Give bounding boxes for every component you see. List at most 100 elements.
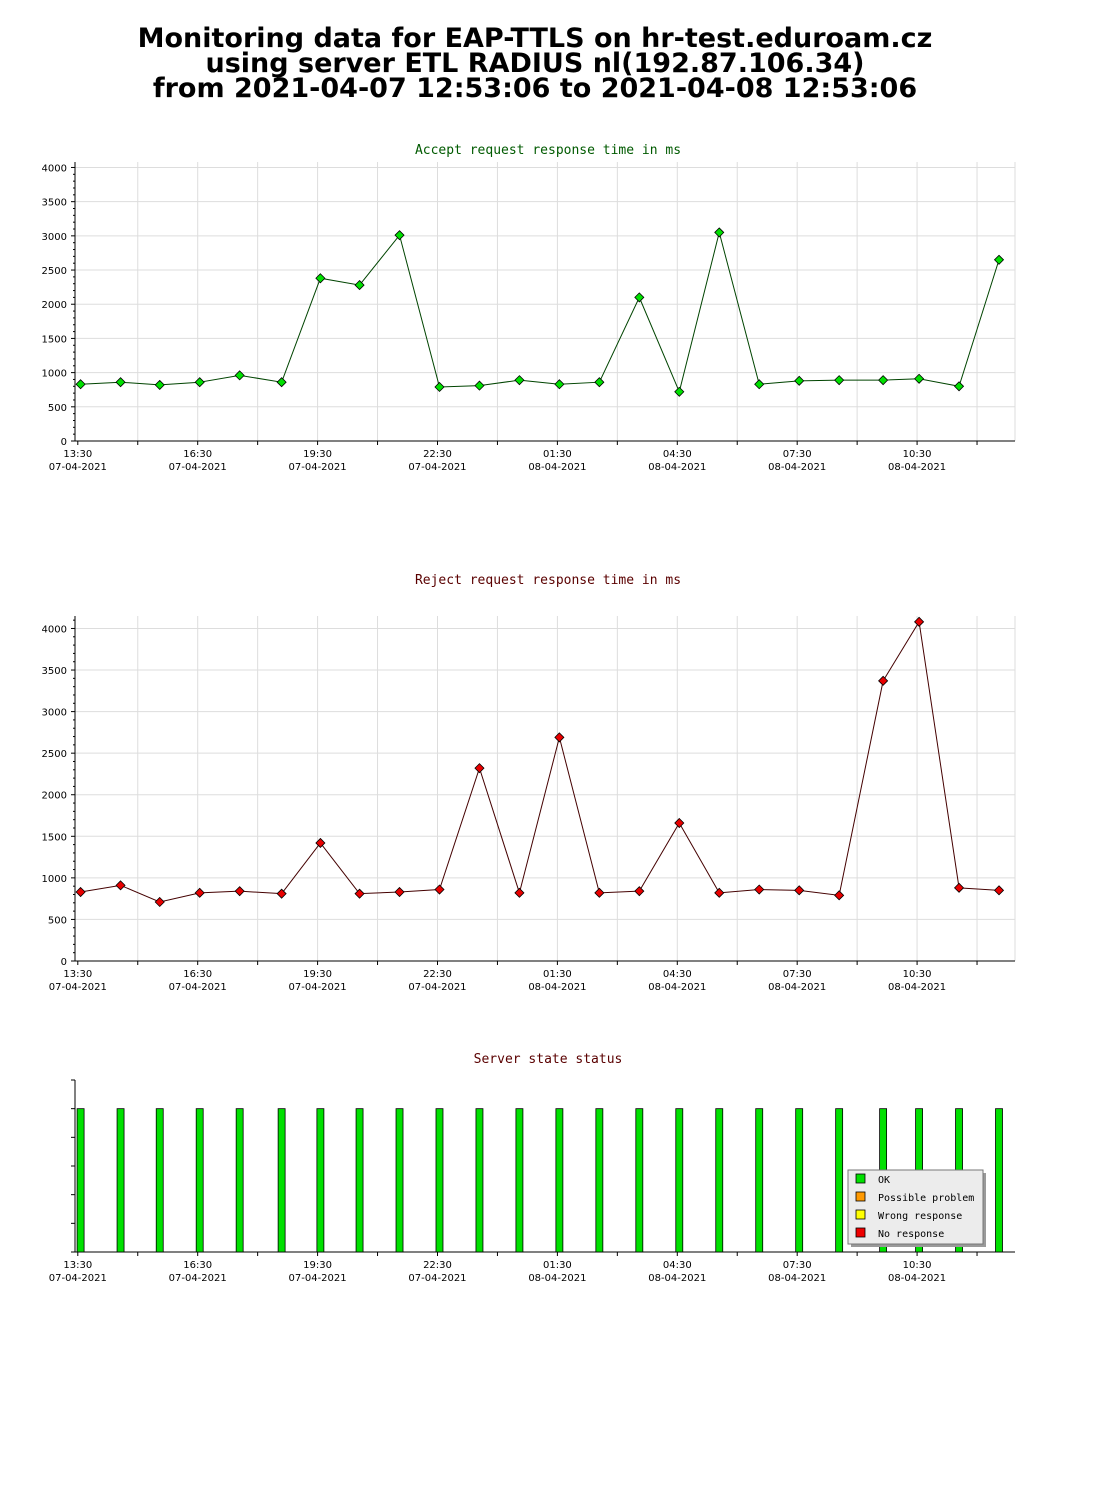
data-point [154,379,165,390]
status-bar [116,1108,125,1253]
y-tick-label: 500 [48,915,67,926]
status-bar [795,1108,804,1253]
data-point [794,885,805,896]
status-bar [835,1108,844,1253]
x-tick-time-label: 19:30 [303,449,332,460]
data-point [834,375,845,386]
x-tick-date-label: 07-04-2021 [169,1273,227,1284]
x-tick-time-label: 16:30 [183,969,212,980]
legend-label: Wrong response [878,1211,962,1222]
page-title: Monitoring data for EAP-TTLS on hr-test.… [0,23,1070,104]
y-tick-label: 2000 [42,791,67,802]
data-point [634,292,645,303]
y-tick-label: 2500 [42,266,67,277]
x-tick-date-label: 07-04-2021 [169,462,227,473]
y-tick-label: 0 [61,957,67,968]
x-tick-date-label: 08-04-2021 [768,462,826,473]
data-point [276,888,287,899]
x-tick-date-label: 08-04-2021 [528,1273,586,1284]
data-point [554,732,565,743]
status-bar [277,1108,286,1253]
x-tick-time-label: 22:30 [423,969,452,980]
x-tick-time-label: 16:30 [183,1260,212,1271]
y-tick-label: 3500 [42,666,67,677]
data-point [75,379,86,390]
data-point [953,882,965,893]
x-tick-time-label: 04:30 [663,1260,692,1271]
status-bar [155,1108,164,1253]
data-point [674,386,685,397]
status-bar [555,1108,564,1253]
data-point [834,890,845,901]
x-tick-date-label: 08-04-2021 [888,1273,946,1284]
x-tick-time-label: 13:30 [63,449,92,460]
x-tick-time-label: 19:30 [303,969,332,980]
x-tick-time-label: 10:30 [903,969,932,980]
y-tick-label: 1000 [42,369,67,380]
data-point [154,896,165,908]
y-tick-label: 3000 [42,232,67,243]
legend-label: Possible problem [878,1193,974,1204]
data-point [115,880,126,891]
data-point [754,884,765,895]
data-point [794,375,805,386]
y-tick-label: 2000 [42,300,67,311]
legend-label: No response [878,1229,944,1240]
x-tick-time-label: 01:30 [543,1260,572,1271]
data-point [953,381,965,392]
y-tick-label: 3500 [42,198,67,209]
data-point [514,887,525,898]
legend-swatch [855,1191,866,1202]
legend-label: OK [878,1175,890,1186]
x-tick-date-label: 08-04-2021 [888,462,946,473]
data-point [554,379,565,390]
status-bar [995,1108,1003,1253]
x-tick-time-label: 04:30 [663,969,692,980]
status-bar [715,1108,724,1253]
title-line-2: using server ETL RADIUS nl(192.87.106.34… [205,48,865,79]
data-point [354,888,365,899]
x-tick-date-label: 07-04-2021 [408,982,466,993]
x-tick-date-label: 08-04-2021 [648,982,706,993]
data-point [878,375,889,386]
y-tick-label: 0 [61,437,67,448]
data-point [434,884,445,895]
data-point [434,381,445,393]
x-tick-date-label: 08-04-2021 [648,1273,706,1284]
status-bar [475,1108,484,1253]
x-tick-date-label: 07-04-2021 [289,462,347,473]
data-point [514,375,525,386]
y-tick-label: 1500 [42,334,67,345]
status-bar [235,1108,244,1253]
legend-swatch [855,1209,866,1220]
data-point [276,377,287,388]
x-tick-time-label: 10:30 [903,449,932,460]
data-point [634,886,645,897]
data-point [394,230,405,241]
x-tick-date-label: 07-04-2021 [169,982,227,993]
x-tick-date-label: 07-04-2021 [49,462,107,473]
x-tick-time-label: 22:30 [423,1260,452,1271]
x-tick-date-label: 08-04-2021 [768,1273,826,1284]
data-point [714,887,725,898]
y-tick-label: 3000 [42,708,67,719]
legend-box [847,1169,984,1245]
x-tick-date-label: 08-04-2021 [528,462,586,473]
data-point [674,817,685,829]
title-line-1: Monitoring data for EAP-TTLS on hr-test.… [137,23,933,54]
title-line-3: from 2021-04-07 12:53:06 to 2021-04-08 1… [152,73,918,104]
y-tick-label: 500 [48,403,67,414]
x-tick-time-label: 19:30 [303,1260,332,1271]
data-point [115,377,126,388]
data-point [194,377,205,388]
data-point [194,887,205,898]
status-bar [195,1108,204,1253]
status-bar [755,1108,764,1253]
status-bar [316,1108,325,1253]
data-point [474,380,485,391]
data-point [878,675,889,686]
x-tick-date-label: 07-04-2021 [408,1273,466,1284]
